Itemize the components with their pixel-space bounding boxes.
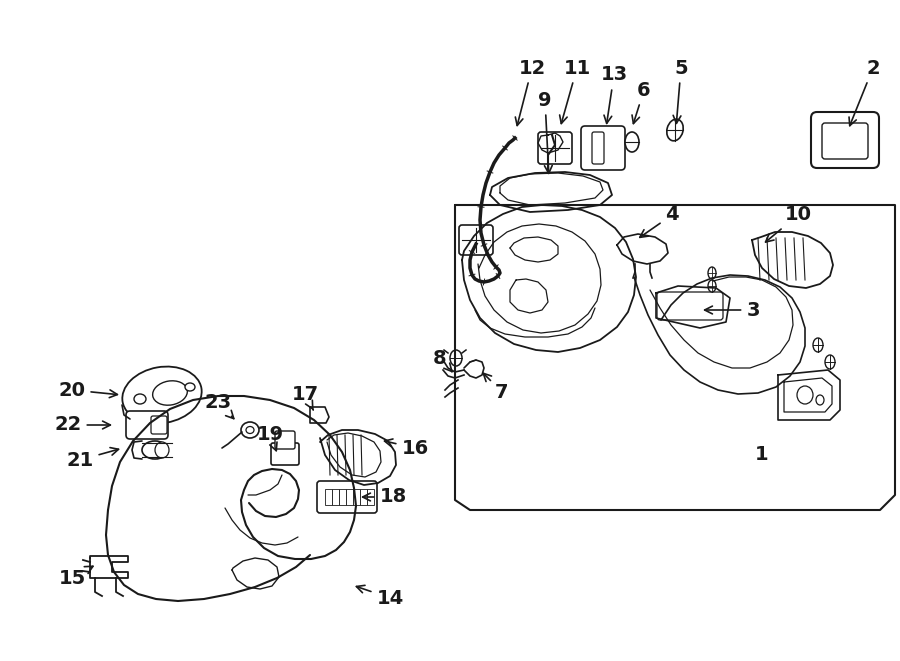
Ellipse shape <box>816 395 824 405</box>
Ellipse shape <box>825 355 835 369</box>
Text: 15: 15 <box>58 566 93 588</box>
Ellipse shape <box>153 381 187 405</box>
FancyBboxPatch shape <box>332 489 339 505</box>
Text: 13: 13 <box>600 65 627 124</box>
FancyBboxPatch shape <box>811 112 879 168</box>
Text: 2: 2 <box>849 59 880 126</box>
FancyBboxPatch shape <box>317 481 377 513</box>
FancyBboxPatch shape <box>339 489 346 505</box>
Text: 7: 7 <box>483 373 508 401</box>
FancyBboxPatch shape <box>657 292 723 320</box>
FancyBboxPatch shape <box>275 431 295 449</box>
Text: 4: 4 <box>640 206 679 237</box>
FancyBboxPatch shape <box>822 123 868 159</box>
Ellipse shape <box>708 267 716 279</box>
Ellipse shape <box>134 394 146 404</box>
Text: 19: 19 <box>256 426 284 451</box>
FancyBboxPatch shape <box>360 489 367 505</box>
Ellipse shape <box>708 280 716 292</box>
FancyBboxPatch shape <box>346 489 353 505</box>
FancyBboxPatch shape <box>325 489 332 505</box>
Text: 3: 3 <box>705 301 760 319</box>
Text: 18: 18 <box>363 488 407 506</box>
FancyBboxPatch shape <box>353 489 360 505</box>
Ellipse shape <box>246 426 254 434</box>
Text: 1: 1 <box>755 446 769 465</box>
Text: 8: 8 <box>433 348 452 371</box>
FancyBboxPatch shape <box>151 416 167 434</box>
Text: 12: 12 <box>516 59 545 126</box>
Text: 6: 6 <box>632 81 651 124</box>
Ellipse shape <box>241 422 259 438</box>
Ellipse shape <box>667 119 683 141</box>
Ellipse shape <box>155 442 169 458</box>
Ellipse shape <box>797 386 813 404</box>
Text: 9: 9 <box>538 91 553 173</box>
FancyBboxPatch shape <box>592 132 604 164</box>
Ellipse shape <box>142 441 168 459</box>
Ellipse shape <box>625 132 639 152</box>
Ellipse shape <box>122 367 202 424</box>
Text: 16: 16 <box>384 438 428 457</box>
Ellipse shape <box>450 350 462 366</box>
Text: 20: 20 <box>58 381 117 399</box>
Ellipse shape <box>185 383 195 391</box>
FancyBboxPatch shape <box>126 411 168 439</box>
Text: 5: 5 <box>673 59 688 124</box>
FancyBboxPatch shape <box>367 489 374 505</box>
FancyBboxPatch shape <box>581 126 625 170</box>
Text: 22: 22 <box>54 416 111 434</box>
FancyBboxPatch shape <box>538 132 572 164</box>
Text: 21: 21 <box>67 447 119 469</box>
Ellipse shape <box>813 338 823 352</box>
Text: 17: 17 <box>292 385 319 410</box>
Text: 14: 14 <box>356 586 403 607</box>
Text: 10: 10 <box>766 206 812 242</box>
FancyBboxPatch shape <box>459 225 493 255</box>
FancyBboxPatch shape <box>271 443 299 465</box>
Text: 23: 23 <box>204 393 234 418</box>
Text: 11: 11 <box>560 59 590 124</box>
